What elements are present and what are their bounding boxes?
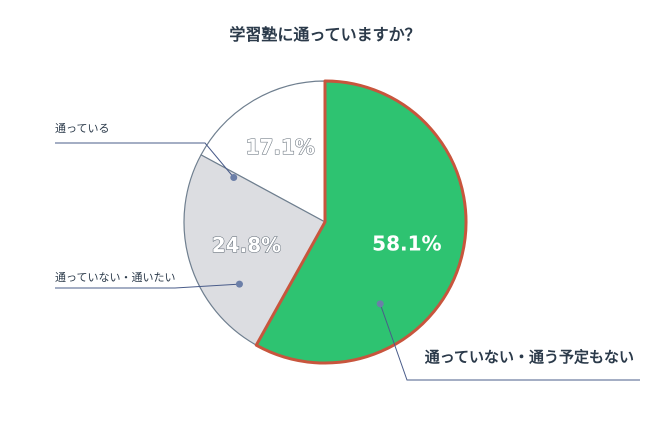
pie-percent-labels: 58.1% 24.8% 17.1% <box>211 134 441 257</box>
pie-percent-label: 58.1% <box>372 231 441 255</box>
leader-dot <box>376 300 384 308</box>
legend-label: 通っている <box>55 122 109 135</box>
pie-percent-label: 17.1% <box>246 135 315 159</box>
leader-dot <box>235 280 243 288</box>
leader-line <box>379 303 640 381</box>
pie-slices <box>183 79 468 365</box>
pie-slice <box>183 154 326 346</box>
leader-dot <box>230 173 238 181</box>
chart-title: 学習塾に通っていますか？ <box>229 25 420 44</box>
legend-label: 通っていない・通う予定もない <box>425 348 634 366</box>
legend-label: 通っていない・通いたい <box>55 271 175 284</box>
pie-percent-label: 24.8% <box>212 233 281 257</box>
pie-slice <box>254 79 468 365</box>
pie-slice <box>200 80 326 223</box>
leader-lines <box>55 142 640 381</box>
leader-line <box>55 283 240 289</box>
leader-line <box>55 142 235 178</box>
